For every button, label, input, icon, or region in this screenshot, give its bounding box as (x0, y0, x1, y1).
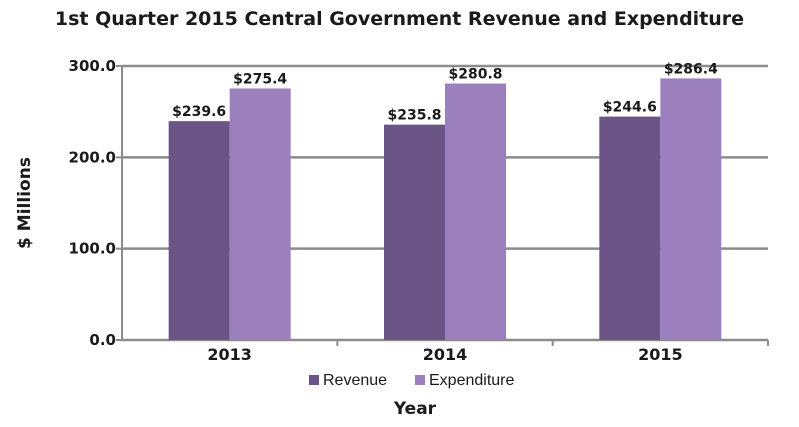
legend-label-expenditure: Expenditure (429, 372, 514, 389)
data-label: $280.8 (448, 67, 502, 83)
bar-revenue-2014 (384, 124, 445, 340)
legend: Revenue Expenditure (309, 372, 514, 389)
y-tick-label: 0.0 (89, 331, 116, 349)
bar-expenditure-2013 (229, 88, 291, 340)
x-axis-title: Year (393, 399, 437, 419)
x-tick-label: 2015 (638, 345, 683, 364)
y-tick-label: 200.0 (69, 148, 116, 166)
labels: 0.0 100.0 200.0 300.0 $239.6 $275.4 2013 $235.8… (15, 57, 718, 419)
bar-revenue-2015 (599, 116, 661, 340)
bar-expenditure-2014 (445, 83, 506, 340)
data-label: $275.4 (233, 71, 287, 87)
y-tick-label: 300.0 (69, 57, 116, 75)
x-tick-label: 2013 (207, 345, 252, 364)
legend-swatch-revenue (309, 375, 319, 385)
legend-swatch-expenditure (415, 375, 425, 385)
data-label: $244.6 (603, 100, 657, 116)
legend-label-revenue: Revenue (323, 372, 387, 389)
bar-revenue-2013 (168, 121, 230, 340)
data-label: $239.6 (172, 104, 226, 120)
x-tick-label: 2014 (423, 345, 468, 364)
chart-title: 1st Quarter 2015 Central Government Reve… (54, 8, 745, 30)
data-label: $286.4 (664, 61, 718, 77)
y-axis-title: $ Millions (15, 157, 35, 249)
bar-expenditure-2015 (660, 78, 722, 341)
data-label: $235.8 (387, 108, 441, 124)
y-tick-label: 100.0 (69, 240, 116, 258)
bars (168, 78, 722, 341)
